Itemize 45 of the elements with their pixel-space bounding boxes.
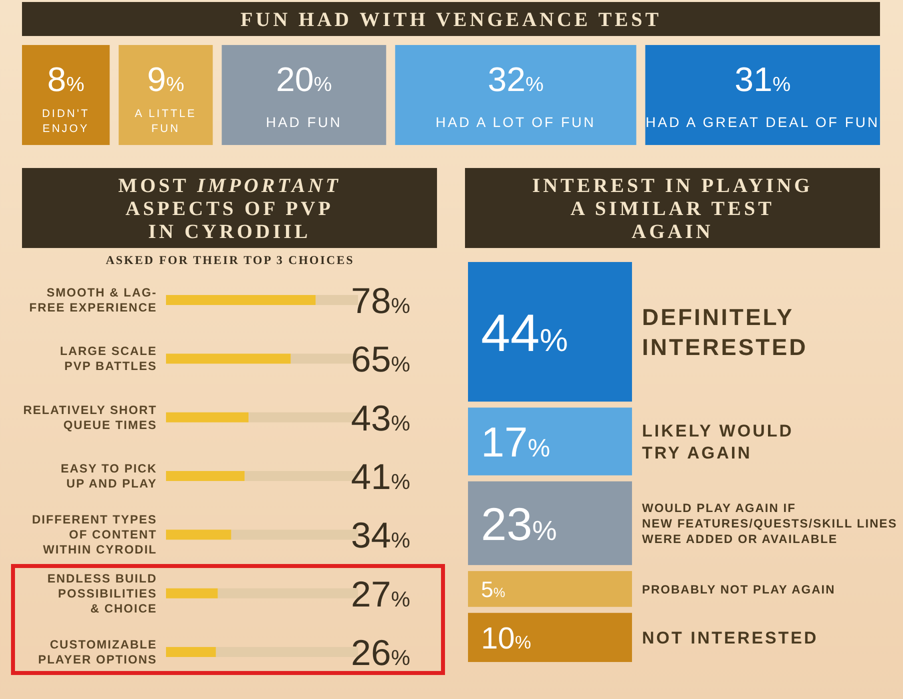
bar — [166, 530, 232, 540]
bar — [166, 647, 216, 657]
data-label: 41% — [351, 456, 410, 497]
bar — [166, 471, 245, 481]
category-label: PROBABLY NOT PLAY AGAIN — [642, 582, 836, 596]
bar — [166, 295, 316, 305]
category-label: WOULD PLAY AGAIN IF NEW FEATURES/QUESTS/SKILL LINES WERE ADDED OR AVAILABLE — [642, 500, 898, 546]
data-label: 78% — [351, 280, 410, 321]
data-label: 44% — [481, 304, 568, 363]
data-label: 8% — [47, 61, 84, 99]
data-label: 65% — [351, 338, 410, 380]
data-label: 32% — [488, 61, 544, 99]
data-label: 10% — [481, 621, 532, 656]
y-tick-label: EASY TO PICK UP AND PLAY — [60, 462, 157, 490]
data-label: 26% — [351, 632, 410, 673]
data-label: 27% — [351, 573, 410, 614]
y-tick-label: CUSTOMIZABLE PLAYER OPTIONS — [38, 638, 157, 666]
category-label: DEFINITELY INTERESTED — [642, 304, 808, 360]
data-label: 31% — [734, 61, 791, 99]
bar — [166, 412, 249, 422]
text: FUN HAD WITH VENGEANCE TEST — [240, 9, 662, 31]
y-tick-label: LARGE SCALE PVP BATTLES — [60, 344, 157, 374]
category-label: A LITTLE FUN — [134, 108, 197, 135]
bar — [166, 354, 291, 364]
data-label: 34% — [351, 514, 410, 556]
data-label: 9% — [147, 61, 184, 99]
category-label: HAD FUN — [266, 114, 342, 130]
y-tick-label: ENDLESS BUILD POSSIBILITIES & CHOICE — [47, 571, 157, 616]
chart-subtitle: ASKED FOR THEIR TOP 3 CHOICES — [106, 253, 354, 267]
category-label: NOT INTERESTED — [642, 628, 818, 648]
category-label: DIDN'T ENJOY — [42, 108, 90, 135]
category-label: HAD A LOT OF FUN — [436, 114, 596, 130]
bar — [166, 588, 218, 598]
y-tick-label: SMOOTH & LAG- FREE EXPERIENCE — [29, 286, 157, 314]
chart-title: MOST IMPORTANT ASPECTS OF PVP IN CYRODIIL — [118, 175, 341, 243]
data-label: 20% — [276, 61, 332, 99]
data-label: 43% — [351, 397, 410, 438]
category-label: LIKELY WOULD TRY AGAIN — [642, 422, 794, 463]
data-label: 5% — [481, 576, 506, 602]
category-label: HAD A GREAT DEAL OF FUN — [646, 114, 880, 130]
chart-title: INTEREST IN PLAYING A SIMILAR TEST AGAIN — [532, 175, 813, 243]
data-label: 17% — [481, 418, 550, 466]
data-label: 23% — [481, 498, 557, 550]
y-tick-label: RELATIVELY SHORT QUEUE TIMES — [23, 402, 157, 432]
y-tick-label: DIFFERENT TYPES OF CONTENT WITHIN CYRODIL — [32, 512, 157, 557]
